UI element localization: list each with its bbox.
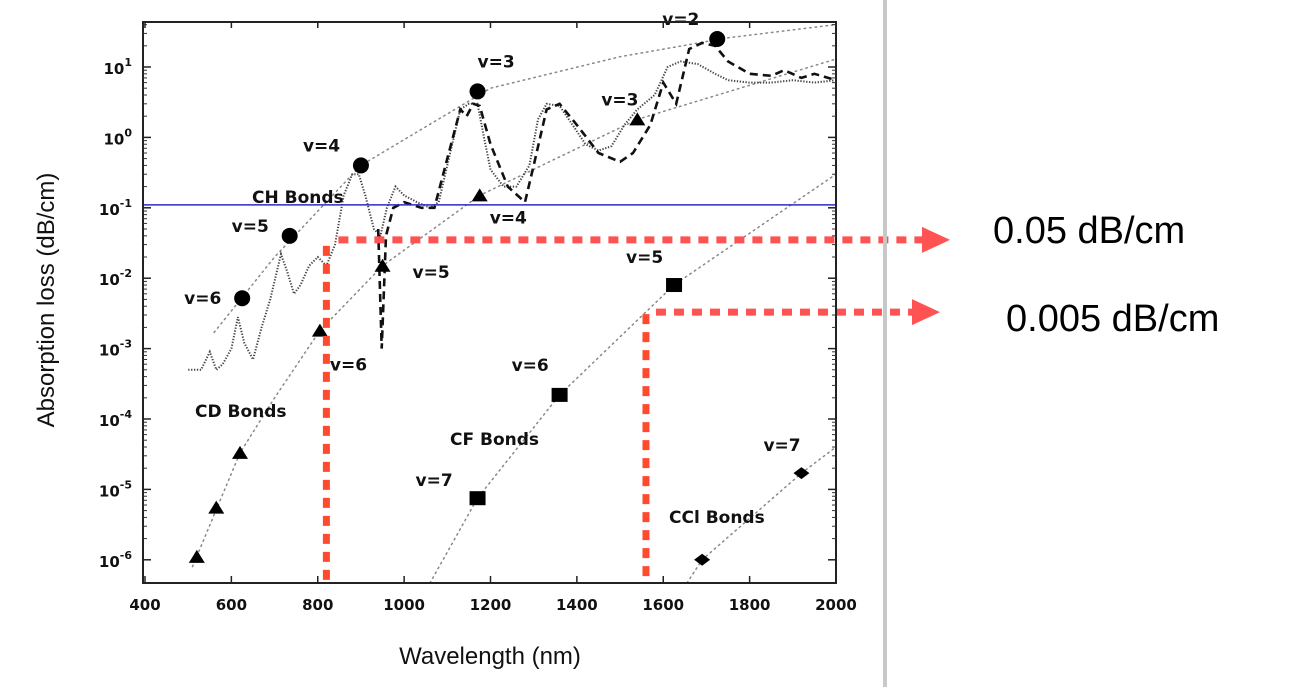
- callout-0-05-db-cm: 0.05 dB/cm: [993, 210, 1186, 252]
- x-axis-title: Wavelength (nm): [399, 643, 581, 670]
- y-tick-exponent: -1: [120, 197, 132, 210]
- x-tick-label: 1200: [470, 596, 512, 614]
- y-axis-title: Absorption loss (dB/cm): [33, 173, 60, 428]
- vibration-label: v=6: [330, 356, 367, 376]
- x-tick-label: 1600: [642, 596, 684, 614]
- trend-lines: [191, 23, 837, 584]
- marker-labels: v=6 v=5 v=4 v=3 v=2 v=6 v=5 v=4 v=3 v=7 v=6 v=5 v=7: [184, 10, 800, 491]
- vibration-label: v=7: [416, 471, 453, 491]
- cf-bond-marker: [469, 491, 486, 506]
- y-tick-label: 101: [103, 56, 132, 78]
- cd-bond-marker: [188, 549, 205, 563]
- ch-bond-marker: [281, 227, 298, 244]
- vibration-label: v=4: [303, 136, 340, 156]
- trend-line-square: [429, 173, 837, 584]
- x-tick-label: 2000: [815, 596, 857, 614]
- vibration-label: v=5: [413, 263, 450, 283]
- y-tick-exponent: -3: [120, 338, 132, 351]
- ticks: 400 600 800 1000 1200 1400 1600 1800 20001011001…: [99, 22, 857, 614]
- ch-bond-marker: [234, 290, 251, 307]
- arrow-head-icon: [912, 299, 940, 326]
- y-tick-exponent: -4: [120, 408, 133, 421]
- vibration-label: v=3: [601, 90, 638, 110]
- dashed-spectrum: [376, 41, 837, 349]
- cd-bond-marker: [311, 323, 328, 337]
- vibration-label: v=4: [490, 208, 527, 228]
- y-tick-label: 10-4: [99, 408, 132, 430]
- y-tick-exponent: -5: [120, 478, 132, 491]
- y-tick-exponent: 0: [124, 126, 132, 139]
- ch-bond-marker: [709, 30, 726, 47]
- x-tick-label: 400: [129, 596, 160, 614]
- vibration-label: v=5: [626, 248, 663, 268]
- ccl-bond-marker: [694, 553, 711, 566]
- y-tick-exponent: 1: [124, 56, 132, 69]
- guide-lines: [322, 226, 950, 581]
- y-tick-base: 10: [99, 201, 120, 219]
- x-tick-label: 1800: [729, 596, 771, 614]
- ch-bond-marker: [469, 83, 486, 100]
- y-tick-base: 10: [103, 130, 124, 148]
- trend-line-diamond: [686, 446, 837, 584]
- x-tick-label: 1000: [383, 596, 425, 614]
- vibration-label: v=6: [512, 356, 549, 376]
- vibration-label: v=7: [763, 436, 800, 456]
- arrow-head-icon: [922, 226, 950, 253]
- cf-bond-marker: [666, 278, 683, 293]
- y-tick-label: 10-3: [99, 338, 132, 360]
- cf-bond-marker: [551, 387, 568, 402]
- cf-bonds-label: CF Bonds: [450, 430, 539, 450]
- x-tick-label: 1400: [556, 596, 598, 614]
- vibration-label: v=2: [662, 10, 699, 30]
- ccl-bond-marker: [793, 467, 810, 480]
- ch-bonds-label: CH Bonds: [252, 188, 344, 208]
- y-tick-label: 10-1: [99, 197, 132, 219]
- y-tick-label: 10-5: [99, 478, 132, 500]
- y-tick-exponent: -6: [120, 549, 133, 562]
- trend-line-circle: [213, 23, 837, 334]
- y-tick-label: 10-2: [99, 267, 132, 289]
- callout-0-005-db-cm: 0.005 dB/cm: [1006, 298, 1220, 340]
- y-tick-label: 100: [103, 126, 132, 148]
- y-tick-label: 10-6: [99, 549, 132, 571]
- y-tick-base: 10: [103, 60, 124, 78]
- cd-bonds-label: CD Bonds: [195, 402, 287, 422]
- vertical-divider: [883, 0, 887, 687]
- vibration-label: v=3: [478, 52, 515, 72]
- ch-bond-marker: [352, 157, 369, 174]
- plot-frame: [142, 21, 837, 584]
- y-tick-base: 10: [99, 482, 120, 500]
- y-tick-base: 10: [99, 271, 120, 289]
- cd-bond-marker: [629, 112, 646, 126]
- vibration-label: v=5: [232, 217, 269, 237]
- cd-bond-marker: [232, 445, 249, 459]
- cd-bond-marker: [208, 500, 225, 514]
- y-tick-base: 10: [99, 342, 120, 360]
- y-tick-base: 10: [99, 553, 120, 571]
- markers: [188, 30, 810, 566]
- cd-bond-marker: [471, 188, 488, 202]
- x-tick-label: 800: [302, 596, 333, 614]
- y-tick-exponent: -2: [120, 267, 132, 280]
- ccl-bonds-label: CCl Bonds: [669, 508, 765, 528]
- vibration-label: v=6: [184, 289, 221, 309]
- trend-line-triangle: [191, 58, 837, 568]
- y-tick-base: 10: [99, 412, 120, 430]
- x-tick-label: 600: [216, 596, 247, 614]
- cd-bond-marker: [374, 258, 391, 272]
